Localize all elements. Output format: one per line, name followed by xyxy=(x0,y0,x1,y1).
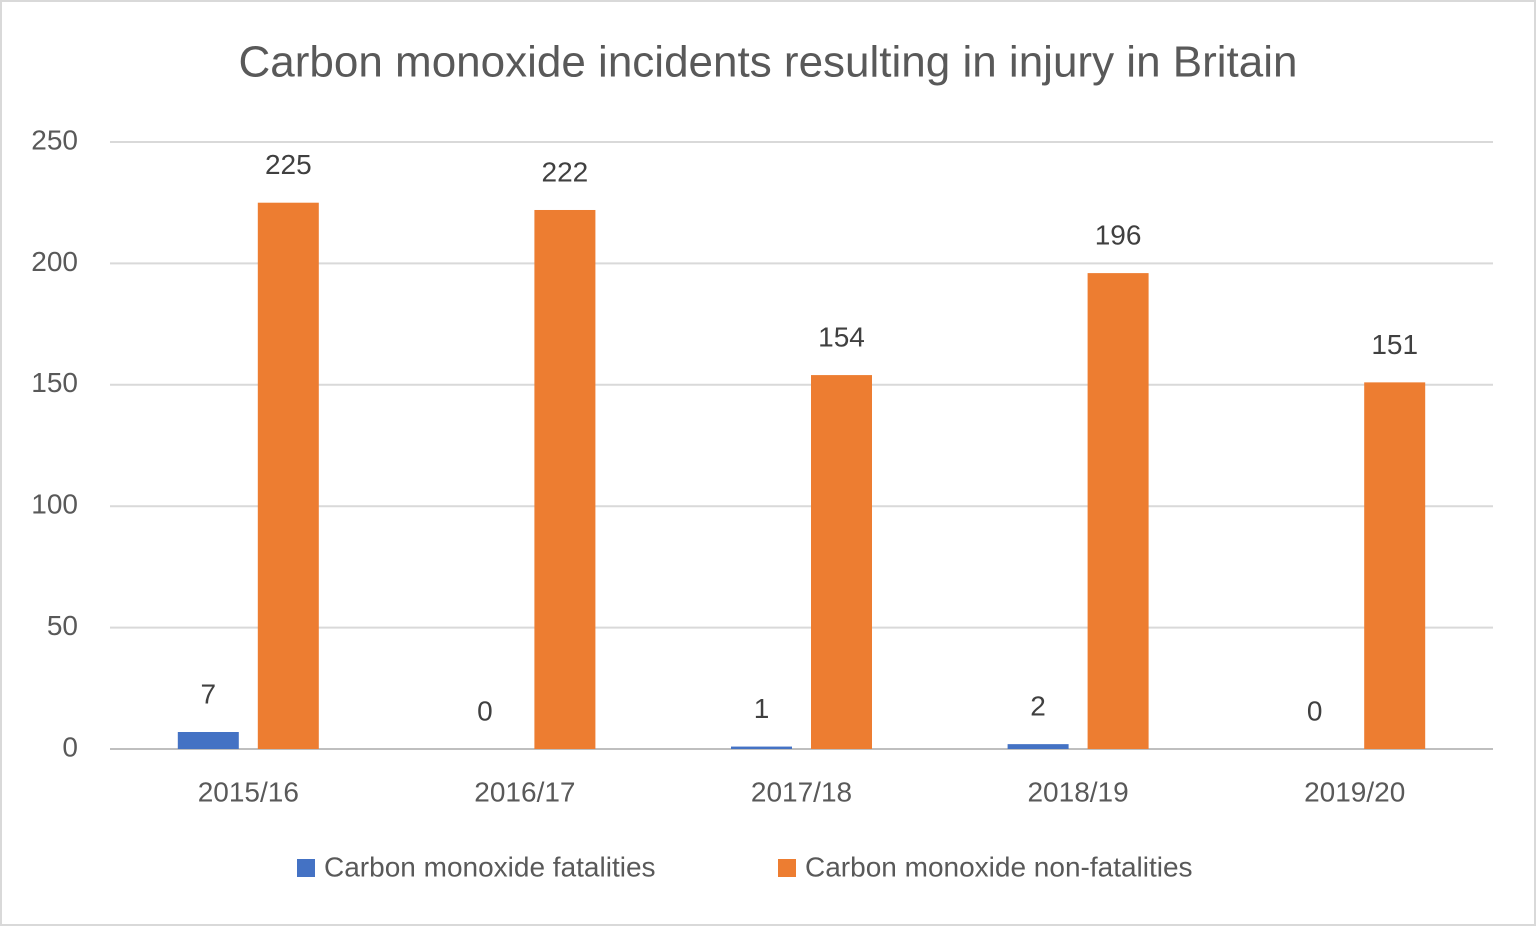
value-label: 0 xyxy=(1307,695,1323,726)
value-label: 196 xyxy=(1095,220,1142,251)
value-label: 225 xyxy=(265,149,312,180)
x-tick-label: 2018/19 xyxy=(1027,776,1128,807)
bar xyxy=(1364,382,1426,749)
y-tick-label: 200 xyxy=(31,246,78,277)
legend-swatch xyxy=(297,859,315,877)
value-label: 154 xyxy=(818,321,865,352)
bar xyxy=(1087,273,1149,749)
y-tick-label: 0 xyxy=(62,731,78,762)
y-tick-label: 50 xyxy=(47,610,78,641)
chart-title: Carbon monoxide incidents resulting in i… xyxy=(239,38,1298,87)
y-tick-label: 100 xyxy=(31,489,78,520)
bar xyxy=(534,209,596,749)
value-label: 2 xyxy=(1030,691,1046,722)
value-label: 7 xyxy=(201,678,217,709)
value-label: 0 xyxy=(477,695,493,726)
x-tick-label: 2016/17 xyxy=(474,776,575,807)
bar xyxy=(1007,744,1069,749)
bar xyxy=(731,746,792,749)
x-tick-label: 2019/20 xyxy=(1304,776,1405,807)
value-label: 1 xyxy=(754,693,770,724)
y-tick-label: 250 xyxy=(31,124,78,155)
bar xyxy=(811,375,872,749)
bar xyxy=(177,732,239,749)
value-label: 222 xyxy=(542,156,589,187)
value-label: 151 xyxy=(1371,329,1418,360)
legend-swatch xyxy=(778,859,796,877)
legend-label: Carbon monoxide fatalities xyxy=(324,851,656,882)
legend-label: Carbon monoxide non-fatalities xyxy=(805,851,1193,882)
x-tick-label: 2017/18 xyxy=(751,776,852,807)
x-tick-label: 2015/16 xyxy=(198,776,299,807)
bar xyxy=(257,202,319,749)
y-tick-label: 150 xyxy=(31,367,78,398)
